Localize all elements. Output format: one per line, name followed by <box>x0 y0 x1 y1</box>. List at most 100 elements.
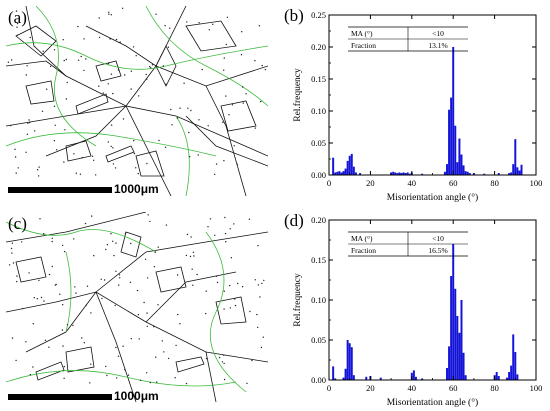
boundary-speck <box>205 290 207 292</box>
boundary-speck <box>118 284 120 286</box>
x-tick-label: 60 <box>449 178 458 188</box>
boundary-speck <box>177 313 179 316</box>
boundary-speck <box>263 279 265 282</box>
histogram-bar <box>334 172 337 175</box>
boundary-speck <box>146 78 148 80</box>
boundary-speck <box>176 274 179 276</box>
boundary-speck <box>165 83 167 86</box>
boundary-speck <box>196 273 198 276</box>
boundary-speck <box>63 161 65 163</box>
boundary-speck <box>198 22 200 24</box>
boundary-speck <box>54 284 57 286</box>
boundary-speck <box>91 155 94 157</box>
boundary-speck <box>149 220 151 223</box>
panel-label: (b) <box>284 6 304 25</box>
histogram-bar <box>346 340 349 380</box>
boundary-speck <box>186 21 188 23</box>
x-tick-label: 0 <box>327 383 331 393</box>
boundary-speck <box>11 242 14 244</box>
boundary-speck <box>259 296 261 298</box>
boundary-speck <box>107 62 110 65</box>
boundary-speck <box>83 342 86 344</box>
histogram-bar <box>446 368 448 380</box>
histogram-bar <box>421 378 424 380</box>
boundary-speck <box>16 26 18 28</box>
boundary-speck <box>48 273 51 276</box>
boundary-speck <box>114 167 117 169</box>
boundary-speck <box>242 86 244 88</box>
boundary-speck <box>208 29 210 31</box>
boundary-speck <box>83 69 85 72</box>
boundary-speck <box>137 314 140 316</box>
boundary-speck <box>112 92 114 95</box>
boundary-speck <box>258 25 261 27</box>
boundary-speck <box>115 38 118 41</box>
boundary-speck <box>62 304 64 306</box>
boundary-speck <box>98 36 101 39</box>
boundary-speck <box>229 284 231 287</box>
boundary-speck <box>223 290 225 292</box>
boundary-speck <box>38 166 40 168</box>
boundary-speck <box>228 114 230 116</box>
histogram-bar <box>460 154 463 175</box>
boundary-speck <box>146 162 148 165</box>
y-axis-label: Rel.frequency <box>292 68 303 122</box>
boundary-speck <box>174 377 176 379</box>
boundary-speck <box>81 156 83 159</box>
boundary-speck <box>154 251 156 254</box>
boundary-speck <box>122 118 125 120</box>
histogram-bar <box>348 343 351 380</box>
boundary-speck <box>187 107 189 110</box>
boundary-speck <box>224 216 226 219</box>
boundary-speck <box>146 372 148 374</box>
histogram-bar <box>348 155 351 175</box>
histogram-bar <box>510 365 513 380</box>
misorientation-histogram-b: (b) 0 20 40 60 80 100 0.00 0.05 0.10 0.15 0.20 0.25 M… <box>284 6 542 203</box>
histogram-bar <box>458 332 461 380</box>
boundary-speck <box>112 147 114 149</box>
boundary-speck <box>223 69 225 71</box>
boundary-speck <box>44 339 47 341</box>
histogram-bar <box>456 162 459 175</box>
histogram-bar <box>412 370 415 380</box>
boundary-speck <box>118 274 121 276</box>
boundary-speck <box>188 131 190 134</box>
boundary-speck <box>25 74 27 76</box>
boundary-speck <box>77 59 80 61</box>
boundary-speck <box>112 163 115 165</box>
boundary-speck <box>138 338 140 340</box>
boundary-speck <box>221 361 224 363</box>
boundary-speck <box>130 88 132 90</box>
boundary-speck <box>254 127 256 129</box>
y-tick-label: 0.20 <box>311 42 326 52</box>
boundary-speck <box>41 110 44 113</box>
histogram-bar <box>392 171 395 175</box>
boundary-speck <box>117 355 120 357</box>
boundary-speck <box>135 167 137 169</box>
boundary-speck <box>146 312 148 314</box>
scale-bar <box>8 187 112 193</box>
boundary-speck <box>124 368 126 371</box>
boundary-speck <box>100 278 102 280</box>
boundary-speck <box>158 139 160 142</box>
y-tick-label: 0.05 <box>311 335 326 345</box>
histogram-bar <box>414 376 417 380</box>
boundary-speck <box>33 297 35 299</box>
histogram-bar <box>497 173 500 175</box>
boundary-speck <box>132 46 135 48</box>
boundary-speck <box>40 296 43 299</box>
histogram-bar <box>354 172 357 175</box>
histogram-bar <box>510 172 513 175</box>
boundary-speck <box>29 374 32 376</box>
boundary-speck <box>225 43 227 46</box>
x-tick-label: 40 <box>408 383 417 393</box>
boundary-speck <box>46 88 48 90</box>
boundary-speck <box>85 304 87 306</box>
boundary-speck <box>7 61 10 63</box>
boundary-speck <box>183 82 185 84</box>
boundary-speck <box>139 379 142 381</box>
boundary-speck <box>133 152 136 155</box>
boundary-speck <box>10 59 13 61</box>
histogram-bar <box>466 171 469 175</box>
boundary-speck <box>234 298 236 300</box>
